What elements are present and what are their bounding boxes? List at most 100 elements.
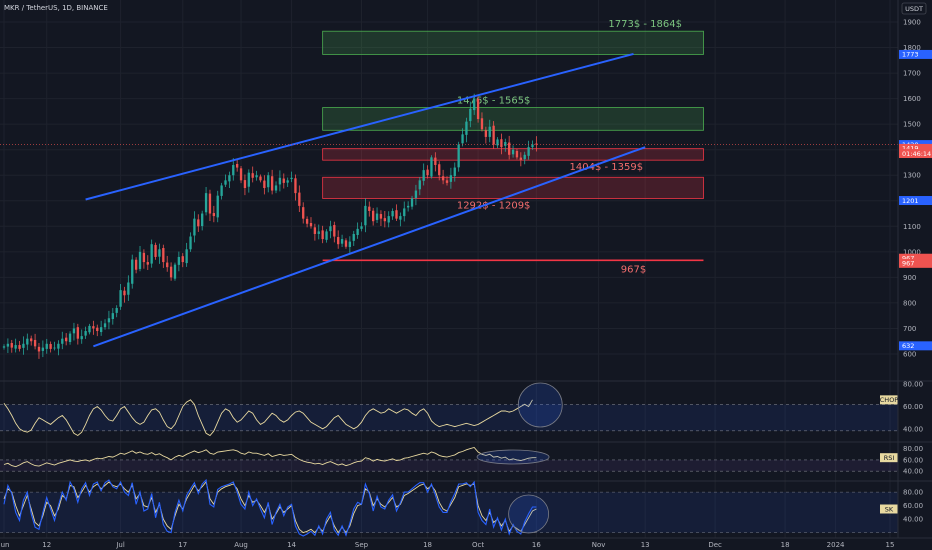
candle-body [204,193,208,213]
candle-body [212,213,216,217]
supply-zone-lower[interactable] [322,107,704,131]
candle-body [37,346,41,352]
price-tag [899,49,932,59]
rsi-band [0,459,898,472]
time-tick-label: Jul [115,541,125,549]
candle-body [457,144,460,168]
chop-tick-label: 60.00 [903,403,923,411]
channel-upper-line[interactable] [85,52,634,201]
annotation-circle[interactable] [517,382,563,428]
channel-lower-line[interactable] [93,146,646,348]
stoch-fast-line [3,478,537,537]
supply-zone-lower-label: 1476$ - 1565$ [457,96,531,107]
candle-body [294,178,297,194]
stoch-value-tag-label: SK [885,505,894,513]
candle-body [92,326,95,329]
candle-body [6,343,10,347]
candle-body [317,231,320,234]
candle-body [488,126,491,137]
candle-body [18,345,21,349]
price-axis[interactable]: 1900180017001600150014001300120011001000… [899,19,932,524]
candle-body [329,226,332,232]
candle-body [247,172,250,187]
annotation-ellipse[interactable] [476,449,550,465]
symbol-title: MKR / TetherUS, 1D, BINANCE [4,4,108,12]
candle-body [177,256,181,265]
candle-body [406,205,410,208]
candle-body [484,130,488,137]
candle-body [504,142,507,146]
price-tag-label: 967 [902,260,914,268]
price-tick-label: 1900 [903,19,921,27]
price-tick-label: 600 [903,351,916,359]
candle-body [515,150,519,158]
time-tick-label: 16 [532,541,541,549]
annotation-circle[interactable] [508,494,550,534]
candle-body [103,323,107,328]
candle-body [383,218,386,222]
price-tag [899,143,932,153]
time-tick-label: Jun [0,541,9,549]
time-tick-label: 18 [423,541,432,549]
candle-body [14,345,17,349]
time-tick-label: 18 [781,541,790,549]
rsi-value-tag-label: RSI [884,454,895,462]
price-tag [899,253,932,263]
price-tag [899,341,932,351]
candles-layer [2,93,538,359]
chop-value-tag [880,395,898,405]
candle-body [511,149,515,155]
candle-body [305,218,309,224]
stoch-value-tag [880,504,898,514]
candle-body [274,185,278,191]
price-tag-label: 967 [902,255,914,263]
candle-body [360,226,363,229]
zones-layer: 1773$ - 1864$ 1476$ - 1565$ 1404$ - 1359$ 1… [322,19,704,211]
chop-band [0,404,898,431]
candle-body [476,98,480,120]
supply-zone-upper-label: 1773$ - 1864$ [608,19,682,30]
candle-body [496,139,499,146]
price-tick-label: 1100 [903,223,921,231]
candle-body [2,346,6,348]
price-tick-label: 1000 [903,248,921,256]
demand-zone-upper-label: 1404$ - 1359$ [570,162,644,173]
price-tick-label: 1300 [903,172,921,180]
candle-body [193,218,196,236]
candle-body [422,170,425,181]
candle-body [286,180,289,183]
candle-body [158,249,161,257]
time-tick-label: 2024 [827,541,845,549]
rsi-tick-label: 60.00 [903,456,923,464]
candle-body [61,338,64,344]
candle-body [527,147,530,156]
time-tick-label: 13 [641,541,650,549]
currency-label[interactable]: USDT [905,5,923,13]
chop-value-tag-label: CHOP [880,396,899,404]
candle-body [438,164,441,176]
candle-body [321,230,324,240]
chop-tick-label: 40.00 [903,425,923,433]
candle-body [500,139,503,148]
currency-button-frame[interactable] [901,2,927,15]
candle-body [364,205,367,226]
indicator-panes: CHOP RSI SK [0,380,932,537]
time-axis[interactable]: Jun 12 Jul 17 Aug 14 Sep 18 Oct 16 Nov 13 Dec 18 2024 1… [0,537,932,549]
candle-body [430,157,433,177]
candle-body [352,233,355,241]
candle-body [45,343,48,349]
rsi-line [3,446,537,468]
currency-button[interactable]: USDT [901,2,927,15]
candle-body [441,176,445,181]
supply-zone-upper[interactable] [322,30,704,55]
candle-body [115,308,118,313]
time-tick-label: Oct [472,541,484,549]
candle-body [169,266,173,278]
candle-body [282,178,285,183]
candle-body [255,175,258,178]
candle-body [154,244,157,257]
candle-body [84,331,87,336]
demand-zone-lower[interactable] [322,176,704,199]
chop-line [3,399,533,437]
